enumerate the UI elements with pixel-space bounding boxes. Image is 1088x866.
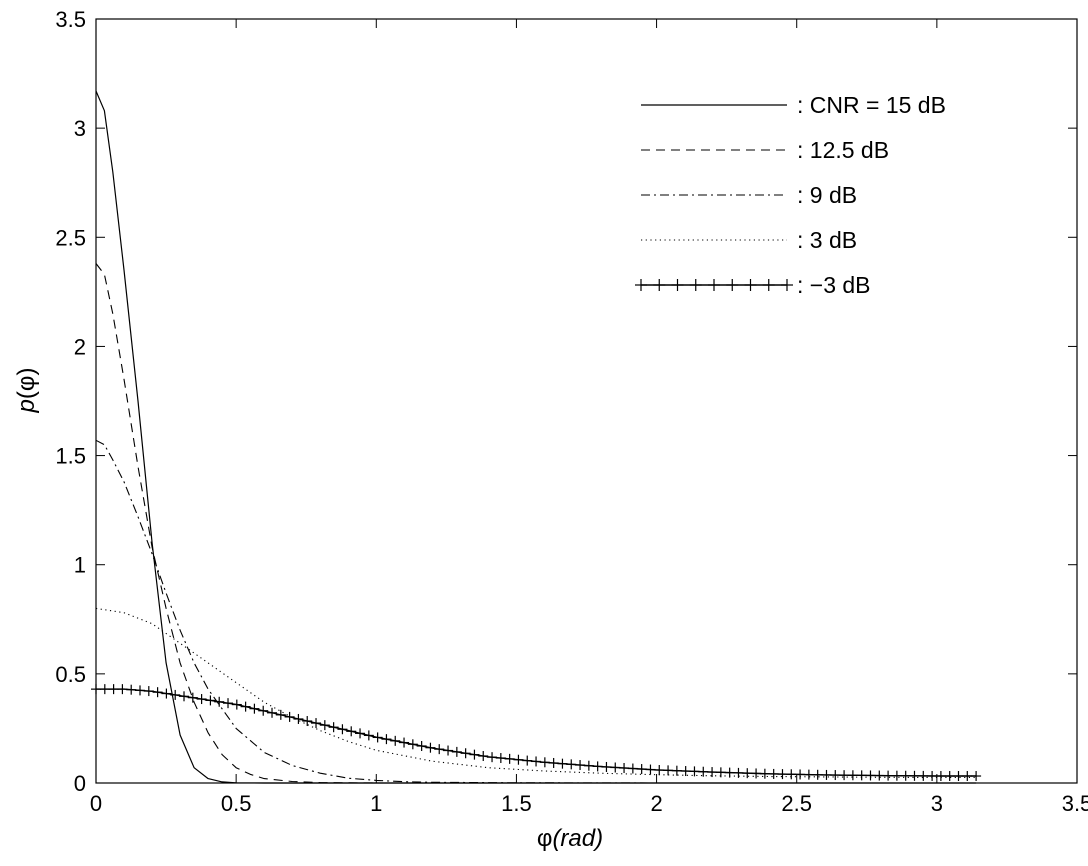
x-tick-label: 2.5 [781, 791, 812, 816]
y-tick-label: 2 [74, 334, 86, 359]
y-tick-label: 3.5 [55, 7, 86, 32]
x-axis-label-unit: (rad) [552, 825, 603, 852]
x-axis-label-symbol: φ [537, 825, 553, 852]
x-axis-label: φ(rad) [537, 825, 603, 852]
axis-ticks: 0 0.5 1 1.5 2 2.5 3 3.5 0 0.5 1 1.5 2 2.5 3 3.5 [55, 7, 1088, 816]
legend: : CNR = 15 dB : 12.5 dB : 9 dB : 3 dB : −3 d… [635, 92, 946, 298]
x-tick-label: 1.5 [501, 791, 532, 816]
legend-label: : 9 dB [797, 182, 857, 208]
y-tick-label: 0.5 [55, 662, 86, 687]
y-tick-label: 3 [74, 116, 86, 141]
series-lines [91, 90, 982, 784]
legend-item-4: : −3 dB [635, 272, 871, 298]
series-line-3 [95, 607, 977, 779]
y-axis-label: p(φ) [13, 368, 40, 414]
legend-label: : 12.5 dB [797, 137, 889, 163]
series-markers-4 [91, 684, 982, 782]
x-tick-label: 0 [90, 791, 102, 816]
series-line-2 [95, 439, 977, 784]
y-tick-label: 1.5 [55, 444, 86, 469]
legend-item-1: : 12.5 dB [641, 137, 889, 163]
x-tick-label: 3 [931, 791, 943, 816]
x-tick-label: 0.5 [221, 791, 252, 816]
x-tick-label: 1 [370, 791, 382, 816]
series-line-1 [95, 263, 977, 784]
legend-item-2: : 9 dB [641, 182, 857, 208]
y-axis-label-symbol: p [13, 399, 40, 413]
y-tick-label: 0 [74, 771, 86, 796]
legend-label: : CNR = 15 dB [797, 92, 946, 118]
x-tick-label: 2 [650, 791, 662, 816]
legend-label: : −3 dB [797, 272, 871, 298]
legend-item-3: : 3 dB [641, 227, 857, 253]
y-axis-label-arg: (φ) [13, 368, 40, 400]
y-tick-label: 1 [74, 553, 86, 578]
plot-area-border [95, 18, 1078, 784]
legend-item-0: : CNR = 15 dB [641, 92, 946, 118]
y-tick-label: 2.5 [55, 225, 86, 250]
x-tick-label: 3.5 [1062, 791, 1088, 816]
legend-label: : 3 dB [797, 227, 857, 253]
plot-frame [95, 18, 1078, 784]
